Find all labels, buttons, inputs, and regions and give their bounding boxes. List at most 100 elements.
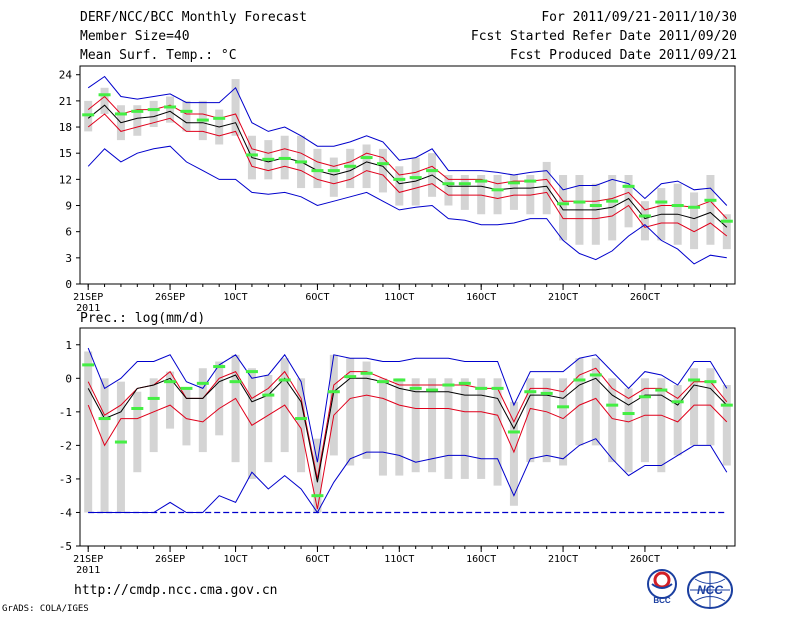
temp-median-marker xyxy=(458,182,471,186)
temp-median-marker xyxy=(409,176,422,180)
temp-xtick-sublabel: 2011 xyxy=(76,303,100,314)
temp-xtick-label: 26SEP xyxy=(155,292,185,303)
temp-ytick-label: 9 xyxy=(65,200,72,213)
temp-ytick-label: 6 xyxy=(65,226,72,239)
prec-median-marker xyxy=(442,383,455,387)
prec-member-box xyxy=(346,358,355,466)
prec-series-max xyxy=(87,347,728,463)
temp-series-min xyxy=(87,145,727,265)
prec-ytick-label: -4 xyxy=(59,506,73,519)
temp-median-marker xyxy=(82,113,95,117)
temp-median-marker xyxy=(606,199,619,203)
prec-ytick-label: 1 xyxy=(65,339,72,352)
temp-ytick-label: 15 xyxy=(59,147,72,160)
temp-xtick-label: 16OCT xyxy=(466,292,496,303)
prec-median-marker xyxy=(622,412,635,416)
prec-series-mean xyxy=(87,374,728,483)
prec-median-marker xyxy=(278,378,291,382)
prec-member-box xyxy=(690,368,699,446)
temp-member-box xyxy=(559,175,568,241)
temp-median-marker xyxy=(245,153,258,157)
prec-xtick-label: 21SEP xyxy=(73,554,103,565)
temp-member-box xyxy=(624,175,633,228)
prec-median-marker xyxy=(589,373,602,377)
prec-median-marker xyxy=(245,370,258,374)
prec-member-box xyxy=(133,391,142,473)
prec-member-box xyxy=(247,368,256,479)
prec-member-box xyxy=(231,354,240,463)
prec-median-marker xyxy=(376,380,389,384)
prec-median-marker xyxy=(82,363,95,367)
temp-median-marker xyxy=(622,184,635,188)
temp-member-box xyxy=(149,100,158,128)
temp-series-mean-plus-sd xyxy=(87,95,728,219)
prec-median-marker xyxy=(491,386,504,390)
prec-member-box xyxy=(575,358,584,446)
temp-member-box xyxy=(329,157,338,197)
prec-member-box xyxy=(329,354,338,456)
prec-median-marker xyxy=(360,371,373,375)
temp-xtick-label: 6OCT xyxy=(305,292,329,303)
temp-median-marker xyxy=(475,179,488,183)
temp-median-marker xyxy=(295,160,308,164)
temp-median-marker xyxy=(720,219,733,223)
temp-member-box xyxy=(706,175,715,245)
prec-xtick-label: 16OCT xyxy=(466,554,496,565)
prec-median-marker xyxy=(164,380,177,384)
prec-member-box xyxy=(673,385,682,456)
prec-ytick-label: -2 xyxy=(59,439,72,452)
prec-median-marker xyxy=(655,388,668,392)
temp-member-box xyxy=(591,183,600,245)
temp-ytick-label: 0 xyxy=(65,278,72,291)
prec-member-box xyxy=(149,378,158,453)
temp-member-box xyxy=(231,79,240,136)
temp-median-marker xyxy=(491,188,504,192)
prec-plot-frame xyxy=(79,327,736,547)
temp-median-marker xyxy=(131,109,144,113)
temp-median-marker xyxy=(164,105,177,109)
temp-member-box xyxy=(133,105,142,136)
temp-member-box xyxy=(346,148,355,189)
prec-member-box xyxy=(362,361,371,459)
prec-member-box xyxy=(84,351,93,513)
temp-median-marker xyxy=(638,214,651,218)
temp-member-box xyxy=(640,201,649,241)
prec-median-marker xyxy=(573,378,586,382)
prec-member-box xyxy=(313,438,322,513)
temp-series-max xyxy=(87,75,728,206)
prec-member-box xyxy=(624,388,633,473)
prec-median-marker xyxy=(475,386,488,390)
prec-median-marker xyxy=(409,386,422,390)
bcc-logo: BCC xyxy=(647,569,677,605)
temp-median-marker xyxy=(147,108,160,112)
temp-median-marker xyxy=(360,156,373,160)
temp-median-marker xyxy=(557,202,570,206)
temp-member-box xyxy=(100,87,109,114)
prec-ytick-label: -3 xyxy=(59,473,72,486)
prec-median-marker xyxy=(688,378,701,382)
prec-median-marker xyxy=(295,417,308,421)
temp-member-box xyxy=(182,100,191,132)
prec-xtick-label: 21OCT xyxy=(548,554,578,565)
prec-median-marker xyxy=(213,365,226,369)
prec-xtick-label: 26SEP xyxy=(155,554,185,565)
prec-series-min xyxy=(88,438,728,514)
temp-median-marker xyxy=(311,169,324,173)
svg-text:NCC: NCC xyxy=(697,583,723,597)
temp-series-mean xyxy=(87,104,728,228)
panel2-variable-label: Prec.: log(mm/d) xyxy=(80,311,206,326)
fcst-started-label: Fcst Started Refer Date 2011/09/20 xyxy=(470,29,737,44)
temp-xtick-label: 26OCT xyxy=(630,292,660,303)
prec-member-box xyxy=(264,374,273,463)
prec-member-box xyxy=(477,378,486,479)
prec-member-box xyxy=(215,361,224,436)
temp-ytick-label: 21 xyxy=(59,95,72,108)
temp-xtick-label: 21OCT xyxy=(548,292,578,303)
prec-median-marker xyxy=(229,380,242,384)
temp-xtick-label: 21SEP xyxy=(73,292,103,303)
prec-median-marker xyxy=(426,388,439,392)
prec-median-marker xyxy=(393,378,406,382)
chart-title: DERF/NCC/BCC Monthly Forecast xyxy=(80,10,307,25)
